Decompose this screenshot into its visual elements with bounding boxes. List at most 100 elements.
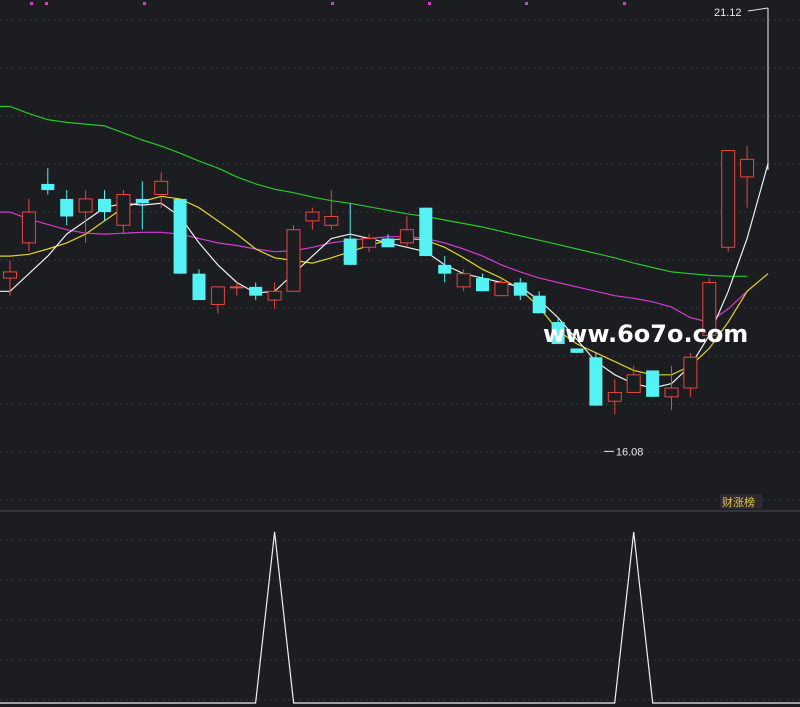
high-arrow — [747, 7, 769, 12]
top-tick — [45, 2, 48, 5]
candle — [343, 203, 357, 265]
source-badge-background — [720, 494, 762, 509]
candle — [399, 216, 414, 248]
candle — [229, 282, 244, 296]
candle — [41, 168, 55, 195]
candle — [438, 256, 452, 283]
candle-body — [210, 286, 225, 305]
indicator-line — [0, 531, 800, 704]
candle-body — [570, 348, 584, 353]
candle — [683, 352, 698, 397]
candle-body — [626, 374, 641, 393]
candle — [664, 366, 679, 411]
candle — [702, 278, 717, 340]
ma-yellow-path — [0, 195, 748, 376]
candle-body — [324, 215, 339, 226]
candle-body — [343, 238, 357, 265]
candle — [324, 190, 339, 230]
indicator-panel — [0, 531, 800, 704]
candle-body — [438, 264, 452, 274]
candle — [154, 172, 169, 208]
ma-green-line — [0, 105, 748, 277]
top-tick — [428, 2, 431, 5]
candle — [173, 198, 187, 274]
candle-body — [116, 193, 131, 226]
ma-green-path — [0, 105, 748, 277]
candles — [3, 146, 755, 415]
candle — [60, 190, 74, 226]
candle-body — [683, 356, 698, 389]
candle-body — [173, 198, 187, 274]
candle — [381, 234, 395, 248]
candle-body — [664, 387, 679, 398]
candle-body — [740, 158, 755, 178]
candle — [267, 282, 282, 309]
source-badge-text: 财涨榜 — [722, 495, 755, 509]
candle — [249, 282, 263, 301]
candle-body — [551, 322, 565, 345]
ma-white-tail — [746, 163, 769, 239]
candle-body — [399, 229, 414, 244]
candle — [286, 225, 301, 292]
candle — [98, 190, 111, 221]
candle — [646, 370, 660, 397]
annotations: 21.12 16.08 — [603, 7, 769, 458]
candle — [721, 150, 736, 252]
candle-body — [476, 278, 489, 292]
candle-body — [362, 237, 377, 248]
candle — [740, 146, 755, 208]
ma-yellow-line — [0, 195, 769, 376]
candle-body — [494, 281, 509, 297]
price-grid — [0, 19, 800, 701]
candle — [607, 379, 622, 415]
candle-body — [249, 286, 263, 296]
candle-body — [646, 370, 660, 397]
candle-body — [702, 281, 717, 336]
ma-yellow-tail — [746, 273, 769, 292]
candle — [532, 291, 546, 314]
ma-white-path — [0, 202, 748, 389]
candle-body — [589, 357, 603, 406]
source-badge: 财涨榜 — [720, 494, 762, 509]
low-price-label: 16.08 — [616, 446, 644, 458]
ma-white-line — [0, 163, 769, 389]
high-price-label: 21.12 — [714, 7, 742, 19]
candle — [476, 273, 489, 292]
candle-body — [267, 290, 282, 301]
candle-body — [41, 183, 55, 191]
candle-body — [21, 211, 36, 244]
candle — [456, 269, 471, 292]
top-tick — [331, 2, 334, 5]
candle-body — [305, 211, 320, 222]
top-tick — [30, 2, 33, 5]
top-tick — [143, 2, 146, 5]
candle — [570, 348, 584, 353]
candle — [362, 234, 377, 252]
candle — [135, 181, 149, 230]
candle — [116, 190, 131, 235]
candle-body — [154, 180, 169, 195]
candle — [192, 269, 206, 301]
candle-body — [607, 391, 622, 402]
candle — [513, 278, 527, 301]
candle — [589, 352, 603, 406]
candle-body — [286, 229, 301, 292]
candle-body — [721, 150, 736, 248]
watermark-text: www.6o7o.com — [543, 320, 748, 348]
candle-body — [419, 207, 433, 257]
candle — [3, 260, 17, 296]
candle-body — [513, 282, 527, 296]
candle-body — [192, 273, 206, 301]
candle-body — [3, 271, 17, 279]
candle — [419, 207, 433, 257]
candle — [551, 317, 565, 345]
ma-magenta-line — [0, 211, 748, 323]
candle-body — [532, 295, 546, 314]
top-tick — [623, 2, 626, 5]
top-tick — [525, 2, 528, 5]
candle — [210, 286, 225, 314]
candle-body — [381, 238, 395, 248]
candle-body — [229, 286, 244, 289]
candle-body — [78, 198, 93, 213]
